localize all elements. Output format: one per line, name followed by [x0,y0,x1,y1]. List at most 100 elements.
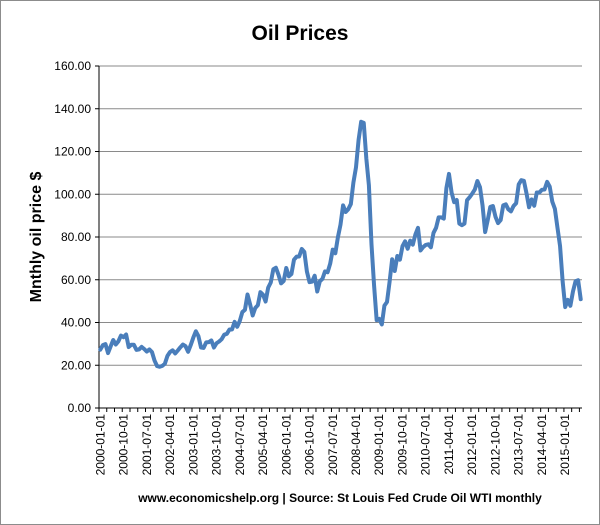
data-point [383,305,386,307]
data-point [234,321,236,323]
x-axis-ticks: 2000-01-01 2000-10-01 2001-07-01 2002-04-01… [93,408,580,476]
data-point [303,251,305,253]
series-line [98,119,583,369]
data-point [174,352,176,355]
data-point [125,333,127,336]
data-point [412,244,414,246]
data-point [151,351,153,353]
data-point [546,181,548,183]
data-point [376,319,378,321]
data-point [440,216,442,218]
data-point [99,349,101,351]
data-point [236,326,238,328]
data-point [427,243,429,245]
x-tick-label: 2000-01-01 [93,414,107,476]
x-tick-label: 2013-07-01 [512,414,526,476]
data-point [507,208,509,211]
data-point [107,352,109,354]
data-point [347,208,349,210]
data-point [115,343,117,346]
data-point [226,333,228,335]
data-point [391,258,393,260]
y-axis-label: Mnthly oil price $ [28,172,45,303]
data-point [215,342,218,344]
data-point [525,192,528,194]
data-point [533,205,535,207]
data-point [332,249,334,251]
data-point [308,281,311,283]
data-point [205,341,207,343]
data-point [326,271,329,273]
data-point [133,344,135,346]
data-point [569,305,571,307]
data-point [241,311,243,313]
data-point [342,204,344,206]
data-point [438,216,440,218]
data-point [143,348,145,350]
data-point [290,273,293,275]
data-point [378,318,380,320]
data-point [283,280,285,282]
x-tick-label: 2006-10-01 [303,414,317,476]
data-point [448,173,450,175]
data-point [562,280,564,282]
data-point [417,227,419,229]
data-point [352,181,355,184]
x-tick-label: 2014-04-01 [535,414,549,476]
data-point [334,252,336,254]
data-point [301,248,303,250]
data-point [484,231,486,233]
data-point [435,227,437,229]
data-point [531,198,533,200]
data-point [280,282,282,284]
x-tick-label: 2009-01-01 [372,414,386,476]
data-point [512,205,515,207]
data-point [388,281,391,283]
data-point [122,336,125,338]
data-point [443,218,445,220]
data-point [190,344,192,346]
data-point [381,323,383,326]
data-point [536,191,538,194]
data-point [541,189,543,191]
data-point [244,309,246,311]
data-point [551,201,553,203]
data-point [399,259,401,261]
data-point [141,346,143,348]
data-point [373,284,375,287]
data-point [368,184,370,187]
data-point [518,183,520,186]
data-point [223,334,225,336]
data-point [187,351,189,353]
data-point [314,275,316,277]
y-tick-label: 60.00 [61,273,91,287]
y-tick-label: 100.00 [54,187,91,201]
data-point [466,199,468,201]
data-point [350,203,352,205]
data-point [221,338,223,340]
y-tick-label: 40.00 [61,316,91,330]
data-point [497,222,499,224]
series-group [98,119,583,369]
gridlines [99,65,582,366]
data-point [528,206,530,208]
x-tick-label: 2004-07-01 [233,414,247,476]
data-point [505,203,507,205]
data-point [259,291,262,293]
data-point [148,348,150,351]
data-point [298,255,300,258]
data-point [275,267,277,269]
data-point [192,337,194,339]
data-point [363,122,365,124]
data-point [549,185,551,188]
data-point [463,222,466,225]
x-tick-label: 2007-07-01 [326,414,340,476]
data-point [321,278,324,280]
data-point [177,349,179,352]
data-point [135,349,138,351]
data-point [285,267,287,269]
data-point [494,216,497,218]
data-point [386,301,388,303]
data-point [200,346,202,349]
